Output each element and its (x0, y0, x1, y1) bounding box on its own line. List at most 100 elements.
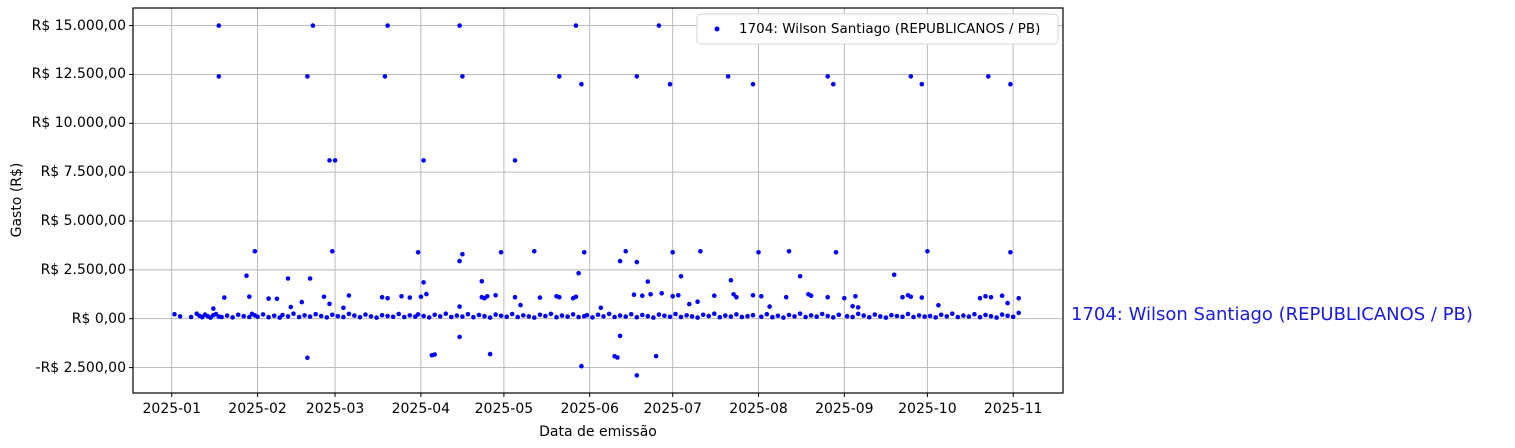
scatter-point (1005, 313, 1010, 319)
scatter-point (1008, 81, 1013, 87)
scatter-point (457, 23, 462, 28)
scatter-point (728, 277, 734, 283)
scatter-point (421, 313, 426, 319)
scatter-point (988, 294, 994, 300)
scatter-point (825, 313, 830, 319)
scatter-point (867, 314, 872, 320)
scatter-point (983, 294, 988, 299)
scatter-point (706, 313, 711, 319)
scatter-point (346, 293, 352, 298)
scatter-point (606, 311, 612, 317)
scatter-point (426, 315, 432, 320)
scatter-point (487, 351, 493, 357)
scatter-point (460, 74, 465, 79)
scatter-point (645, 279, 651, 284)
scatter-point (432, 312, 438, 318)
scatter-point (526, 314, 532, 319)
x-tick-label: 2025-07 (643, 401, 702, 417)
scatter-point (424, 291, 429, 297)
scatter-point (346, 311, 352, 317)
x-tick-label: 2025-05 (474, 401, 534, 417)
scatter-point (299, 299, 305, 305)
scatter-point (861, 313, 866, 318)
scatter-point (224, 313, 230, 318)
scatter-point (759, 294, 764, 299)
scatter-point (518, 302, 523, 308)
scatter-point (731, 292, 736, 297)
scatter-point (617, 258, 623, 264)
scatter-point (407, 295, 413, 300)
scatter-point (1016, 310, 1021, 316)
scatter-point (559, 313, 565, 318)
scatter-point (493, 312, 498, 317)
scatter-point (576, 270, 581, 276)
scatter-point (786, 312, 792, 318)
scatter-point (634, 314, 640, 320)
scatter-point (601, 314, 606, 319)
scatter-point (750, 312, 756, 318)
scatter-point (894, 313, 900, 319)
x-tick-label: 2025-06 (560, 401, 619, 417)
scatter-point (557, 294, 562, 300)
scatter-point (999, 312, 1005, 317)
scatter-point (689, 314, 695, 319)
scatter-point (853, 294, 858, 299)
scatter-point (357, 314, 363, 320)
scatter-point (457, 334, 462, 340)
scatter-point (831, 315, 836, 320)
scatter-point (645, 313, 651, 319)
scatter-point (330, 249, 335, 254)
scatter-point (222, 295, 227, 300)
scatter-point (421, 280, 426, 285)
scatter-point (662, 313, 667, 319)
scatter-point (615, 355, 620, 360)
scatter-point (617, 313, 623, 318)
scatter-point (460, 314, 465, 319)
scatter-point (471, 314, 476, 320)
scatter-point (177, 314, 183, 319)
scatter-point (972, 311, 977, 317)
scatter-point (476, 312, 482, 318)
scatter-point (296, 314, 302, 320)
scatter-point (775, 313, 781, 319)
scatter-point (479, 279, 485, 284)
scatter-point (421, 158, 426, 163)
scatter-point (927, 313, 933, 319)
scatter-point (302, 313, 307, 318)
scatter-point (656, 312, 662, 317)
scatter-point (825, 74, 830, 79)
scatter-point (515, 314, 520, 320)
scatter-point (532, 315, 537, 320)
scatter-point (842, 295, 847, 301)
scatter-point (792, 314, 797, 319)
scatter-point (548, 311, 554, 317)
scatter-point (833, 250, 839, 255)
scatter-point (977, 314, 983, 320)
scatter-point (855, 305, 861, 310)
scatter-point (305, 74, 310, 79)
scatter-point (266, 314, 271, 320)
scatter-point (878, 314, 883, 319)
scatter-point (341, 314, 346, 320)
scatter-point (786, 249, 792, 254)
scatter-point (803, 314, 808, 320)
scatter-point (532, 249, 537, 254)
scatter-point (891, 272, 897, 278)
scatter-point (936, 303, 941, 308)
scatter-point (437, 314, 443, 319)
scatter-point (341, 305, 346, 311)
scatter-point (640, 293, 645, 299)
x-tick-label: 2025-04 (391, 401, 451, 417)
scatter-point (374, 315, 379, 320)
scatter-point (291, 311, 296, 317)
scatter-point (241, 313, 246, 319)
deputy-side-label: 1704: Wilson Santiago (REPUBLICANOS / PB… (1071, 304, 1473, 325)
scatter-point (673, 311, 678, 317)
scatter-point (764, 311, 770, 317)
scatter-point (235, 312, 241, 318)
scatter-point (330, 312, 335, 318)
scatter-point (756, 250, 761, 255)
scatter-point (554, 314, 559, 320)
scatter-point (1008, 250, 1013, 255)
